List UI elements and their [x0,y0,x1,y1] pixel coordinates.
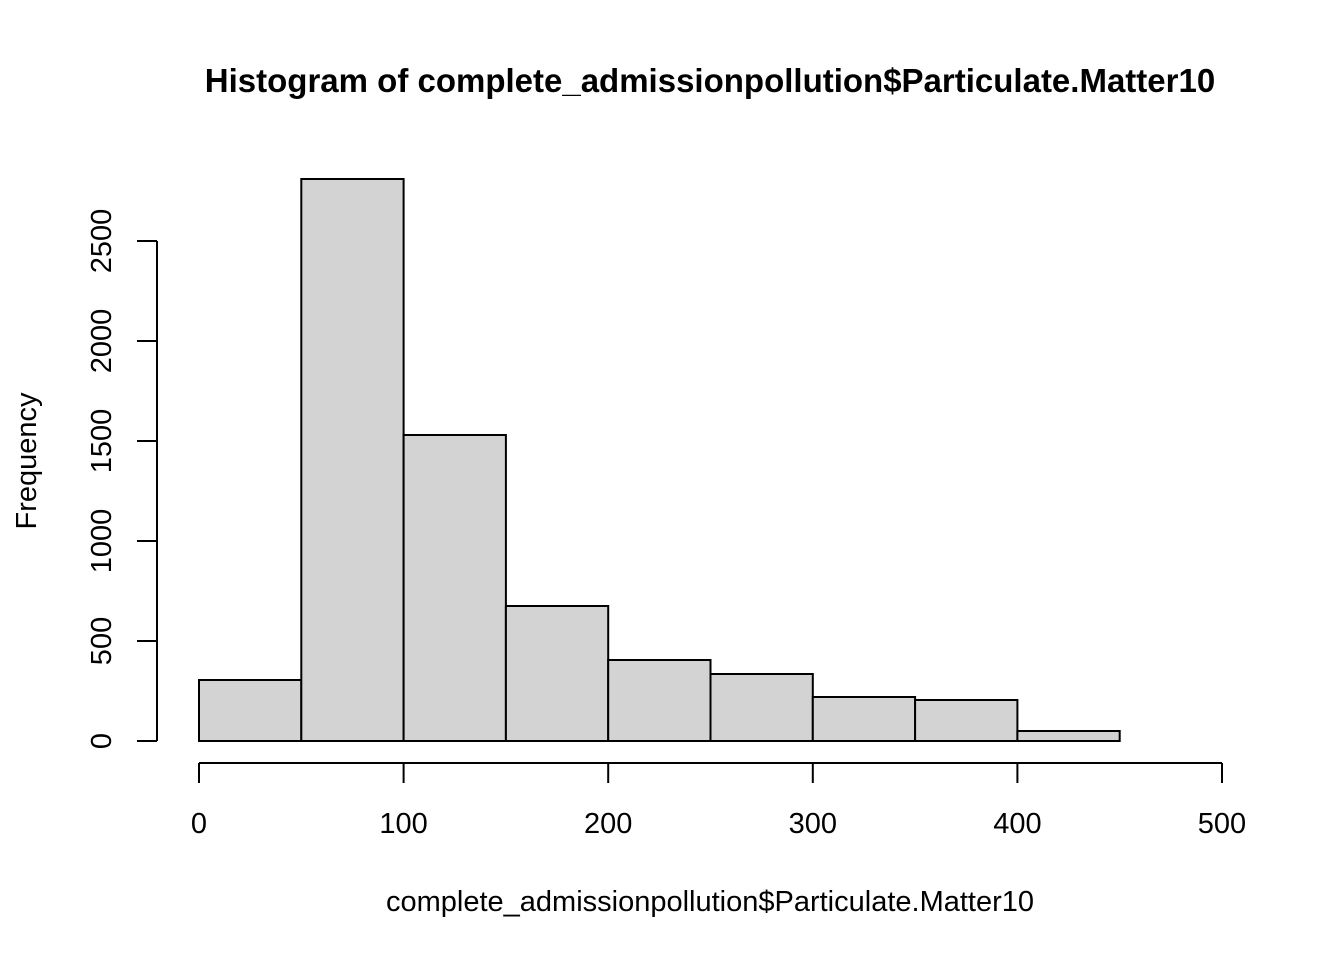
y-tick-label: 1000 [86,509,118,574]
bars-group [198,178,1121,742]
chart-title: Histogram of complete_admissionpollution… [205,62,1215,99]
x-axis: 0 100 200 300 400 500 [191,762,1246,840]
histogram-bar [709,673,814,742]
x-tick-label: 100 [379,808,427,840]
histogram-bar [198,679,303,742]
x-tick-label: 500 [1198,808,1246,840]
histogram-bar [1016,730,1121,742]
histogram-bar [811,696,917,742]
histogram-bar [914,699,1019,742]
histogram-bar [300,178,405,742]
histogram-bar [607,659,712,742]
x-axis-label: complete_admissionpollution$Particulate.… [386,886,1034,918]
histogram-bar [402,434,507,742]
y-axis: 0 500 1000 1500 2000 2500 [86,209,158,749]
y-tick-label: 1500 [86,409,118,474]
y-tick-label: 0 [86,733,118,749]
y-tick-label: 2500 [86,209,118,274]
histogram-bar [504,605,610,742]
y-axis-label: Frequency [11,392,43,530]
x-tick-label: 400 [993,808,1041,840]
y-tick-label: 2000 [86,309,118,374]
x-tick-label: 0 [191,808,207,840]
x-tick-label: 300 [789,808,837,840]
x-tick-label: 200 [584,808,632,840]
y-tick-label: 500 [86,617,118,665]
